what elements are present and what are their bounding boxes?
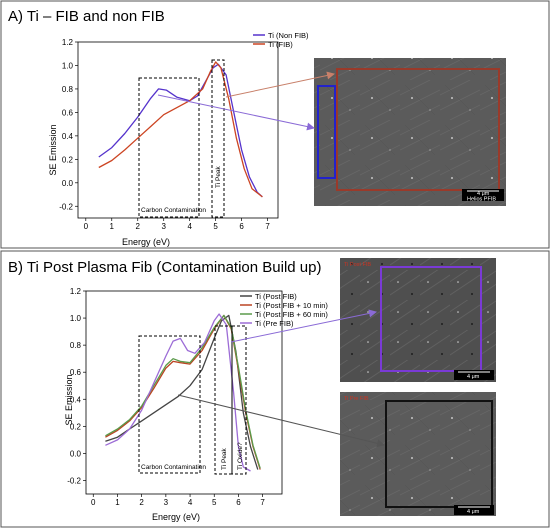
chart-b-ytick-label: 0.2 <box>70 422 82 431</box>
chart-b: 0 1 2 3 4 5 6 7 -0.2 0.0 0.2 0.4 0.6 0.8 1.0 1.2 Energy… <box>64 287 328 522</box>
carbon-contamination-label: Carbon Contamination <box>141 207 206 214</box>
chart-b-xtick-label: 5 <box>212 498 217 507</box>
chart-a-plot-frame <box>77 41 279 219</box>
chart-a: 0 1 2 3 4 5 6 7 -0.2 0.0 0.2 0.4 0.6 0.8 1.0 1.2 Energy… <box>48 31 309 247</box>
chart-a-ytick-label: 1.0 <box>62 61 74 70</box>
chart-a-ytick-label: 0.8 <box>62 85 74 94</box>
chart-a-xtick-label: 6 <box>239 222 244 231</box>
chart-b-xtick-label: 0 <box>91 498 96 507</box>
chart-a-xtick-label: 4 <box>187 222 192 231</box>
sem-top-label: Ti Post FIB <box>344 262 371 268</box>
ti-peak-label-b: Ti Peak <box>221 447 228 470</box>
chart-b-xtick-label: 3 <box>164 498 169 507</box>
chart-b-xtick-label: 6 <box>236 498 241 507</box>
chart-a-series <box>98 61 263 198</box>
pre-fib-region-box <box>385 400 493 508</box>
chart-a-ytick-label: 1.2 <box>62 38 74 47</box>
scale-label-b-bottom: 4 μm <box>467 509 480 515</box>
chart-b-ytick-label: -0.2 <box>67 476 81 485</box>
sem-bottom-label: Ti Pre FIB <box>344 396 369 402</box>
ti-oxide-label: Ti Oxide? <box>237 442 244 470</box>
ti-peak-box <box>211 59 225 218</box>
panel-a-frame <box>0 0 550 249</box>
chart-a-axes: 0 1 2 3 4 5 6 7 -0.2 0.0 0.2 0.4 0.6 0.8 1.0 1.2 <box>59 38 279 231</box>
sem-image-b-bottom: Ti Pre FIB 4 μm <box>340 392 496 516</box>
legend-label-fib: Ti (FIB) <box>268 40 293 49</box>
chart-a-series-line-1 <box>98 63 263 198</box>
panel-a-title: A) Ti – FIB and non FIB <box>8 8 165 25</box>
chart-b-xlabel: Energy (eV) <box>152 512 200 522</box>
arrow-fib <box>225 71 335 98</box>
chart-b-xtick-label: 2 <box>139 498 144 507</box>
chart-b-series-line-1 <box>105 314 259 470</box>
chart-b-ylabel: SE Emission <box>64 374 74 425</box>
chart-b-ytick-label: 1.2 <box>70 287 82 296</box>
chart-a-ytick-label: 0.4 <box>62 132 74 141</box>
sem-image-b-top: Ti Post FIB 4 μm <box>340 258 496 382</box>
chart-b-xtick-label: 4 <box>188 498 193 507</box>
legend-label-post-fib-10: Ti (Post FIB + 10 min) <box>255 301 328 310</box>
chart-b-legend: Ti (Post FIB) Ti (Post FIB + 10 min) Ti … <box>240 292 328 328</box>
chart-a-xlabel: Energy (eV) <box>122 237 170 247</box>
chart-b-plot-frame <box>85 290 283 495</box>
chart-b-xtick-label: 7 <box>260 498 265 507</box>
chart-a-ylabel: SE Emission <box>48 124 58 175</box>
chart-b-ytick-label: 0.8 <box>70 341 82 350</box>
sem-image-b-bottom-surface <box>340 392 496 516</box>
ti-oxide-box <box>231 325 247 475</box>
panel-b-frame <box>0 250 550 528</box>
legend-label-non-fib: Ti (Non FIB) <box>268 31 309 40</box>
sem-b-bottom-databar <box>454 505 494 515</box>
chart-b-xtick-label: 1 <box>115 498 120 507</box>
chart-b-ytick-label: 0.0 <box>70 449 82 458</box>
chart-a-xtick-label: 7 <box>265 222 270 231</box>
chart-b-ytick-label: 0.4 <box>70 395 82 404</box>
legend-label-post-fib-60: Ti (Post FIB + 60 min) <box>255 310 328 319</box>
chart-a-ytick-label: -0.2 <box>59 202 73 211</box>
sem-a-databar <box>462 189 504 201</box>
arrow-post-fib <box>230 309 377 343</box>
chart-a-xtick-label: 2 <box>136 222 141 231</box>
sem-image-a-surface <box>314 58 506 206</box>
chart-a-xtick-label: 1 <box>110 222 115 231</box>
carbon-contamination-box-b <box>138 335 201 474</box>
sem-image-b-top-surface <box>340 258 496 382</box>
legend-label-pre-fib: Ti (Pre FIB) <box>255 319 294 328</box>
scale-label-a: 4 μm <box>477 191 490 197</box>
ti-peak-label: Ti Peak <box>215 165 222 188</box>
chart-b-series <box>105 313 261 472</box>
panel-b-title: B) Ti Post Plasma Fib (Contamination Bui… <box>8 259 321 276</box>
chart-b-series-line-4 <box>105 313 251 472</box>
chart-a-xtick-label: 0 <box>84 222 89 231</box>
chart-b-axes: 0 1 2 3 4 5 6 7 -0.2 0.0 0.2 0.4 0.6 0.8 1.0 1.2 <box>67 287 283 507</box>
post-fib-region-box <box>380 266 482 372</box>
chart-b-ytick-label: 0.6 <box>70 368 82 377</box>
chart-a-ytick-label: 0.2 <box>62 155 74 164</box>
arrow-non-fib <box>157 94 315 131</box>
sem-caption-a: Helios PFIB <box>467 197 496 203</box>
chart-a-ytick-label: 0.6 <box>62 108 74 117</box>
legend-label-post-fib: Ti (Post FIB) <box>255 292 297 301</box>
chart-a-ytick-label: 0.0 <box>62 179 74 188</box>
chart-a-xtick-label: 5 <box>213 222 218 231</box>
chart-b-ytick-label: 1.0 <box>70 314 82 323</box>
chart-a-legend: Ti (Non FIB) Ti (FIB) <box>253 31 309 49</box>
sem-b-top-databar <box>454 370 494 380</box>
fib-region-box <box>336 68 500 191</box>
sem-image-a: 4 μm Helios PFIB <box>314 58 506 206</box>
chart-a-series-line-2 <box>98 61 263 198</box>
carbon-contamination-label-b: Carbon Contamination <box>141 464 206 471</box>
non-fib-region-box <box>317 85 336 179</box>
arrow-pre-fib <box>177 394 385 448</box>
scale-label-b-top: 4 μm <box>467 374 480 380</box>
chart-a-xtick-label: 3 <box>161 222 166 231</box>
carbon-contamination-box <box>138 77 200 218</box>
chart-b-series-line-3 <box>105 314 261 469</box>
